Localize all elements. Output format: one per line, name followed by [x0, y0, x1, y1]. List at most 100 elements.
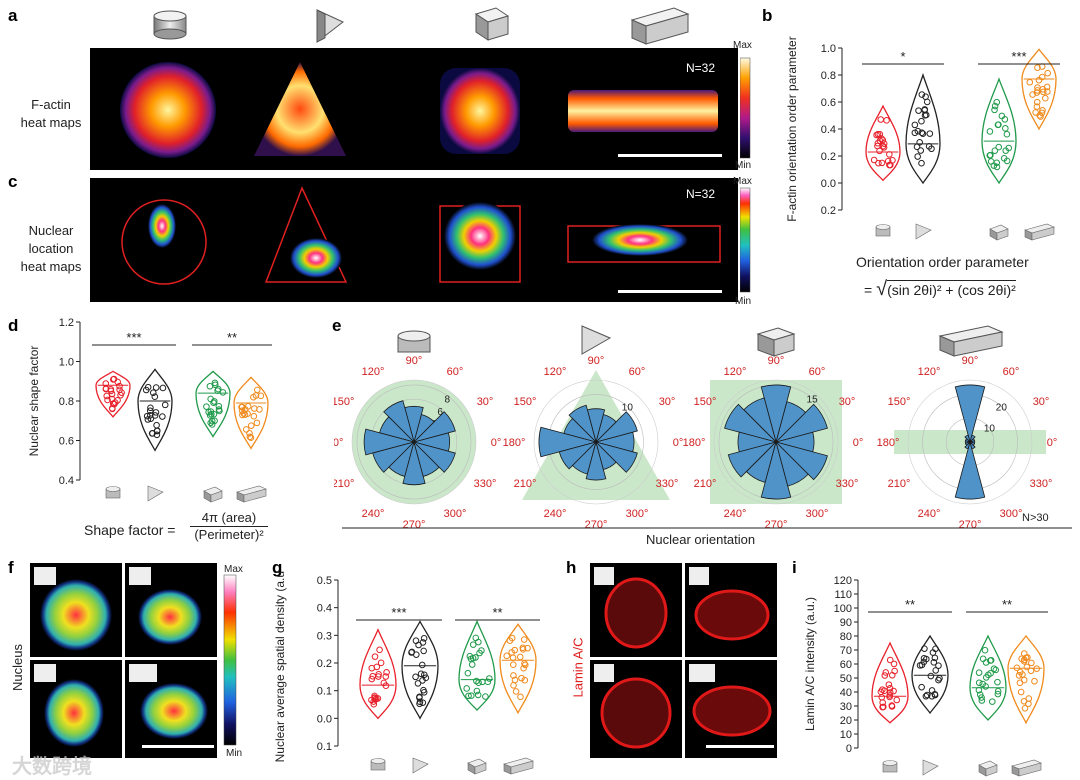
y-tick-label: 40 — [840, 687, 852, 699]
rose-ring-label: 6 — [437, 407, 443, 418]
data-point — [882, 669, 890, 676]
data-point — [117, 391, 124, 399]
data-point — [247, 434, 255, 442]
data-point — [919, 130, 927, 137]
data-point — [988, 698, 996, 705]
data-point — [146, 411, 154, 419]
significance-label: *** — [126, 330, 141, 345]
rose-petal — [402, 440, 426, 486]
panel-label-d: d — [8, 316, 19, 335]
rose-ring-label: 10 — [622, 403, 634, 414]
panel-label-a: a — [8, 6, 18, 25]
panel-label-g: g — [272, 558, 283, 577]
rose-angle-label: 330° — [474, 478, 497, 490]
data-point — [987, 657, 994, 664]
y-tick-label: 90 — [840, 617, 852, 629]
data-point — [219, 389, 227, 396]
data-point — [1023, 663, 1031, 671]
panel-c-cbar-min: Min — [735, 296, 752, 307]
data-point — [1002, 147, 1010, 154]
panel-b-formula-title: Orientation order parameter — [856, 254, 1029, 270]
y-tick-label: 0.2 — [821, 151, 836, 163]
data-point — [881, 672, 889, 679]
rose-ring-label: 20 — [996, 403, 1008, 414]
significance-label: ** — [1002, 597, 1012, 612]
data-point — [922, 93, 929, 101]
rose-angle-label: 300° — [806, 508, 829, 520]
data-point — [244, 403, 252, 410]
data-point — [246, 433, 254, 441]
data-point — [932, 667, 940, 674]
rose-angle-label: 60° — [629, 366, 646, 378]
data-point — [412, 673, 419, 681]
data-point — [1033, 98, 1041, 106]
data-point — [1041, 94, 1049, 102]
data-point — [922, 111, 930, 119]
chart-e-rose-plots: 246890°60°30°0°330°300°270°240°210°180°1… — [334, 325, 1072, 531]
rose-outer-ring — [533, 379, 659, 505]
panel-f-cbar-max: Max — [224, 564, 243, 575]
rose-petal — [568, 404, 597, 444]
data-point — [975, 669, 983, 676]
data-point — [1037, 113, 1044, 120]
rose-angle-label: 210° — [334, 478, 354, 490]
rose-angle-label: 0° — [853, 437, 864, 449]
data-point — [886, 151, 893, 158]
panel-a-cbar-min: Min — [735, 160, 752, 171]
data-point — [108, 390, 116, 398]
data-point — [510, 682, 517, 689]
y-tick-label: 0.1 — [317, 686, 332, 698]
data-point — [911, 121, 919, 129]
data-point — [206, 412, 214, 419]
data-point — [371, 653, 379, 660]
data-point — [918, 683, 925, 691]
data-point — [1020, 650, 1028, 657]
rose-outer-ring — [713, 379, 839, 505]
data-point — [374, 695, 382, 702]
data-point — [1016, 668, 1024, 676]
data-point — [207, 408, 215, 415]
data-point — [1021, 656, 1028, 664]
data-point — [935, 662, 942, 669]
data-point — [476, 649, 483, 657]
data-point — [482, 693, 489, 700]
data-point — [879, 136, 887, 144]
data-point — [421, 671, 428, 679]
rose-angle-label: 90° — [588, 355, 605, 367]
data-point — [1002, 125, 1009, 132]
rose-plot-circle: 246890°60°30°0°330°300°270°240°210°180°1… — [334, 330, 501, 531]
rose-angle-label: 120° — [362, 366, 385, 378]
data-point — [376, 646, 383, 654]
rose-angle-label: 90° — [962, 355, 979, 367]
data-point — [1013, 664, 1021, 672]
rose-petal — [372, 441, 416, 473]
data-point — [874, 130, 882, 138]
y-tick-label: 1.2 — [59, 317, 74, 329]
y-tick-label: 0.0 — [317, 713, 332, 725]
data-point — [473, 677, 480, 685]
data-point — [416, 694, 423, 701]
data-point — [1039, 86, 1047, 93]
rose-angle-label: 270° — [585, 519, 608, 531]
rectangular-prism-icon — [630, 7, 690, 45]
rose-angle-label: 240° — [918, 508, 941, 520]
data-point — [509, 661, 517, 669]
data-point — [890, 687, 897, 695]
data-point — [925, 143, 933, 150]
panel-e-n-label: N>30 — [1022, 512, 1049, 524]
rose-angle-label: 180° — [503, 437, 526, 449]
data-point — [238, 403, 245, 411]
y-tick-label: 120 — [834, 575, 852, 587]
data-point — [253, 419, 261, 427]
data-point — [923, 691, 931, 699]
data-point — [1026, 78, 1034, 86]
data-point — [918, 129, 926, 137]
y-tick-label: 0.1 — [317, 741, 332, 753]
data-point — [886, 656, 894, 664]
violin-triangle — [137, 368, 173, 452]
data-point — [886, 161, 894, 169]
data-point — [1022, 654, 1030, 662]
y-tick-label: 0.8 — [821, 70, 836, 82]
data-point — [1039, 107, 1046, 114]
data-point — [1020, 676, 1028, 684]
